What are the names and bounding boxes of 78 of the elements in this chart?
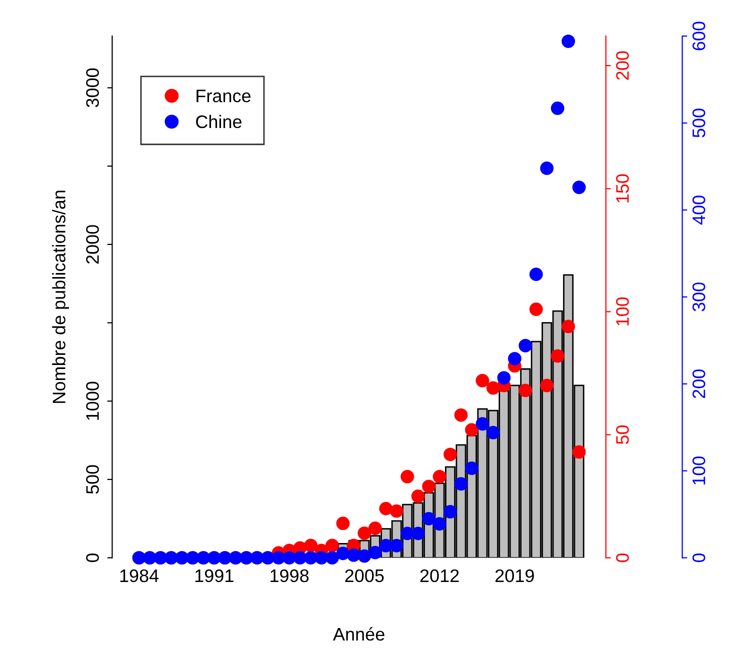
point [282,551,296,564]
point [346,548,360,562]
point [529,302,543,316]
point [314,551,328,564]
point [454,408,468,422]
point [272,551,286,564]
point [465,462,478,475]
point [422,480,436,494]
y3-tick-label: 400 [692,196,706,225]
point [550,102,564,115]
point [422,512,436,526]
point [476,417,490,431]
y-tick-label: 1000 [86,382,99,420]
point [529,268,543,282]
point [304,551,318,564]
x-tick-label: 2005 [345,569,384,582]
point [432,517,446,531]
y2-tick-label: 100 [616,297,629,326]
y3-tick-label: 500 [692,108,706,138]
point [550,349,564,363]
point [336,546,350,560]
point [465,423,478,437]
y3-tick-label: 0 [692,553,706,562]
point [379,502,393,516]
point [390,538,404,552]
point [540,378,554,392]
y3-tick-label: 600 [692,22,706,50]
y2-tick-label: 150 [616,174,629,202]
point [454,477,468,491]
point [497,371,511,384]
point [368,546,382,560]
point [326,551,339,564]
y3-tick-label: 200 [692,370,706,398]
point [390,504,404,518]
point [518,338,532,352]
x-axis-title: Année [332,627,384,641]
x-tick-label: 2012 [420,569,459,582]
y-tick-label: 3000 [86,68,99,108]
point [304,538,318,552]
legend-label: France [196,90,251,102]
point [358,526,372,540]
y2-tick-label: 0 [616,553,629,562]
point [476,374,490,388]
point [368,522,382,535]
point [518,384,532,398]
x-tick-label: 2019 [495,569,534,582]
point [486,381,500,395]
point [562,320,576,334]
y3-tick-label: 300 [692,282,706,312]
legend-label: Chine [196,114,242,128]
point [444,448,457,462]
y-axis-title: Nombre de publications/an [52,190,69,403]
point [400,526,414,540]
point [508,352,522,366]
point [540,162,554,175]
point [358,549,372,563]
y-tick-label: 2000 [86,225,99,264]
point [400,470,414,484]
point [572,180,586,194]
y-tick-label: 0 [86,553,99,562]
point [572,445,586,459]
point [486,426,500,440]
point [411,490,425,503]
point [562,34,576,48]
point [336,516,350,530]
y2-tick-label: 50 [616,425,629,444]
point [444,504,457,518]
y-tick-label: 500 [86,465,99,494]
x-tick-label: 1991 [195,569,234,582]
point [432,470,446,484]
y3-tick-label: 100 [692,456,706,485]
y2-tick-label: 200 [616,51,629,80]
point [379,538,393,552]
point [411,526,425,540]
point [293,551,307,564]
x-tick-label: 1984 [120,569,159,582]
point [326,538,339,552]
x-tick-label: 1998 [270,569,309,582]
